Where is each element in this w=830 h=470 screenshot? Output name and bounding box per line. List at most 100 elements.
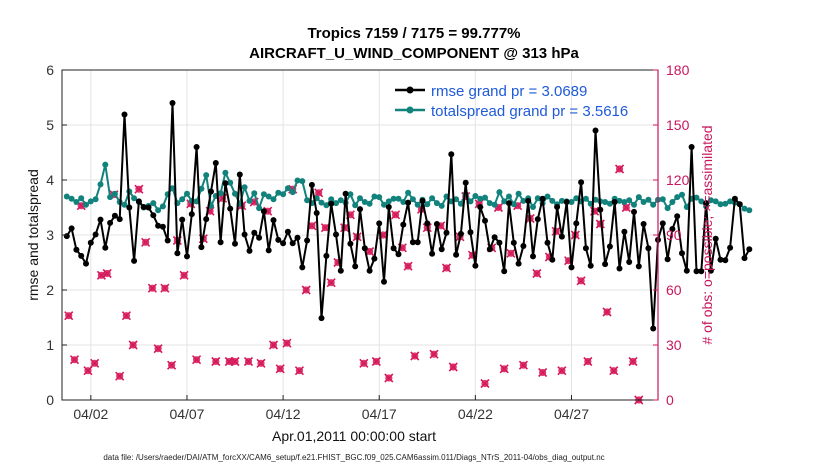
- series-point: [424, 201, 431, 208]
- series-point: [438, 246, 445, 253]
- series-point: [222, 180, 229, 187]
- series-point: [184, 190, 190, 197]
- series-point: [347, 240, 354, 247]
- series-point: [405, 189, 412, 196]
- series-point: [616, 265, 623, 272]
- series-point: [712, 235, 719, 242]
- obs-point: [275, 364, 285, 374]
- chart-subtitle: AIRCRAFT_U_WIND_COMPONENT @ 313 hPa: [249, 45, 579, 62]
- obs-point: [602, 307, 612, 317]
- series-point: [63, 193, 70, 200]
- series-point: [385, 204, 392, 210]
- series-point: [308, 181, 315, 188]
- obs-point: [576, 276, 586, 286]
- series-point: [746, 246, 753, 253]
- series-point: [482, 194, 488, 201]
- series-point: [395, 195, 402, 202]
- series-point: [679, 191, 685, 198]
- series-point: [424, 220, 431, 227]
- series-point: [727, 244, 734, 251]
- series-point: [169, 100, 176, 106]
- obs-point: [301, 285, 311, 295]
- series-point: [304, 237, 311, 244]
- series-point: [275, 236, 282, 243]
- y-tick-label: 1: [46, 337, 54, 353]
- obs-point: [90, 358, 100, 368]
- series-point: [626, 259, 633, 265]
- legend: rmse grand pr = 3.0689 totalspread grand…: [395, 83, 628, 120]
- data-file-footer: data file: /Users/raeder/DAI/ATM_forcXX/…: [103, 453, 604, 462]
- series-point: [217, 239, 224, 246]
- series-point: [155, 222, 162, 229]
- series-point: [611, 199, 618, 205]
- series-point: [405, 199, 412, 206]
- series-point: [357, 206, 363, 213]
- series-point: [217, 190, 224, 197]
- legend-rmse-marker: [406, 86, 414, 94]
- series-point: [121, 111, 128, 118]
- series-point: [227, 179, 234, 186]
- series-point: [203, 172, 210, 179]
- series-point: [299, 178, 306, 185]
- series-point: [712, 198, 719, 205]
- series-point: [270, 217, 277, 224]
- obs-point: [614, 164, 625, 174]
- obs-point: [371, 356, 381, 367]
- series-point: [304, 197, 311, 204]
- series-point: [179, 196, 186, 203]
- series-point: [448, 151, 455, 158]
- obs-point: [115, 371, 125, 381]
- series-point: [155, 207, 162, 214]
- series-point: [568, 199, 575, 205]
- series-point: [366, 267, 373, 274]
- obs-point: [211, 356, 221, 367]
- series-point: [510, 239, 517, 246]
- series-point: [703, 200, 710, 207]
- x-axis-label: Apr.01,2011 00:00:00 start: [272, 428, 436, 444]
- series-point: [597, 206, 604, 213]
- legend-totalspread-marker: [406, 106, 414, 114]
- series-point: [635, 194, 642, 201]
- series-point: [299, 264, 306, 271]
- series-point: [63, 233, 70, 240]
- obs-point: [160, 283, 170, 293]
- series-point: [102, 161, 109, 168]
- series-point: [208, 188, 214, 195]
- series-point: [323, 202, 330, 209]
- series-point: [438, 202, 445, 209]
- series-point: [126, 204, 133, 211]
- obs-point: [609, 366, 619, 376]
- obs-point: [410, 351, 420, 361]
- series-point: [409, 196, 416, 203]
- obs-point: [128, 340, 138, 350]
- series-0: [63, 100, 753, 332]
- series-point: [616, 197, 623, 204]
- series-point: [251, 190, 258, 197]
- obs-point: [307, 221, 317, 231]
- series-point: [400, 199, 407, 205]
- y-right-tick-label: 90: [666, 227, 682, 243]
- obs-point: [141, 237, 151, 247]
- line-series: [63, 100, 753, 332]
- x-tick-label: 04/07: [169, 406, 204, 422]
- obs-point: [179, 270, 189, 280]
- y-tick-label: 6: [46, 62, 54, 78]
- obs-point: [499, 364, 509, 374]
- series-point: [693, 268, 700, 275]
- series-point: [83, 260, 89, 267]
- series-point: [131, 257, 138, 264]
- series-point: [92, 231, 99, 238]
- series-point: [645, 245, 652, 252]
- series-point: [534, 195, 541, 202]
- series-point: [241, 231, 248, 238]
- y-axis-left: 0 1 2 3 4 5 6: [46, 62, 67, 408]
- series-point: [150, 212, 157, 219]
- series-point: [587, 262, 594, 269]
- series-point: [515, 260, 522, 267]
- series-point: [621, 228, 628, 235]
- series-point: [111, 212, 118, 219]
- series-point: [381, 201, 387, 208]
- series-point: [361, 245, 368, 252]
- series-point: [746, 207, 753, 214]
